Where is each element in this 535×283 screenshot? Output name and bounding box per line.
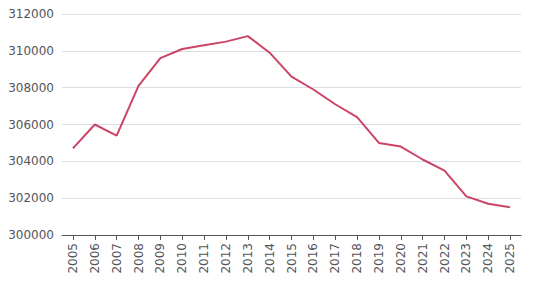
- svg-text:2025: 2025: [503, 243, 517, 274]
- svg-text:2007: 2007: [110, 243, 124, 274]
- svg-text:2011: 2011: [197, 243, 211, 274]
- svg-text:302000: 302000: [8, 191, 54, 205]
- svg-text:2017: 2017: [328, 243, 342, 274]
- svg-text:312000: 312000: [8, 7, 54, 21]
- svg-text:2006: 2006: [88, 243, 102, 274]
- svg-text:2021: 2021: [416, 243, 430, 274]
- svg-text:308000: 308000: [8, 81, 54, 95]
- svg-text:2014: 2014: [263, 243, 277, 274]
- svg-text:2018: 2018: [350, 243, 364, 274]
- svg-text:2010: 2010: [175, 243, 189, 274]
- svg-text:2015: 2015: [285, 243, 299, 274]
- svg-text:2024: 2024: [481, 243, 495, 274]
- svg-text:2012: 2012: [219, 243, 233, 274]
- svg-text:2013: 2013: [241, 243, 255, 274]
- svg-text:2016: 2016: [306, 243, 320, 274]
- svg-text:300000: 300000: [8, 228, 54, 242]
- svg-text:2023: 2023: [459, 243, 473, 274]
- svg-text:2009: 2009: [153, 243, 167, 274]
- svg-text:2005: 2005: [66, 243, 80, 274]
- svg-text:2019: 2019: [372, 243, 386, 274]
- svg-text:306000: 306000: [8, 118, 54, 132]
- svg-text:2022: 2022: [438, 243, 452, 274]
- svg-text:304000: 304000: [8, 154, 54, 168]
- svg-text:310000: 310000: [8, 44, 54, 58]
- svg-text:2008: 2008: [132, 243, 146, 274]
- svg-text:2020: 2020: [394, 243, 408, 274]
